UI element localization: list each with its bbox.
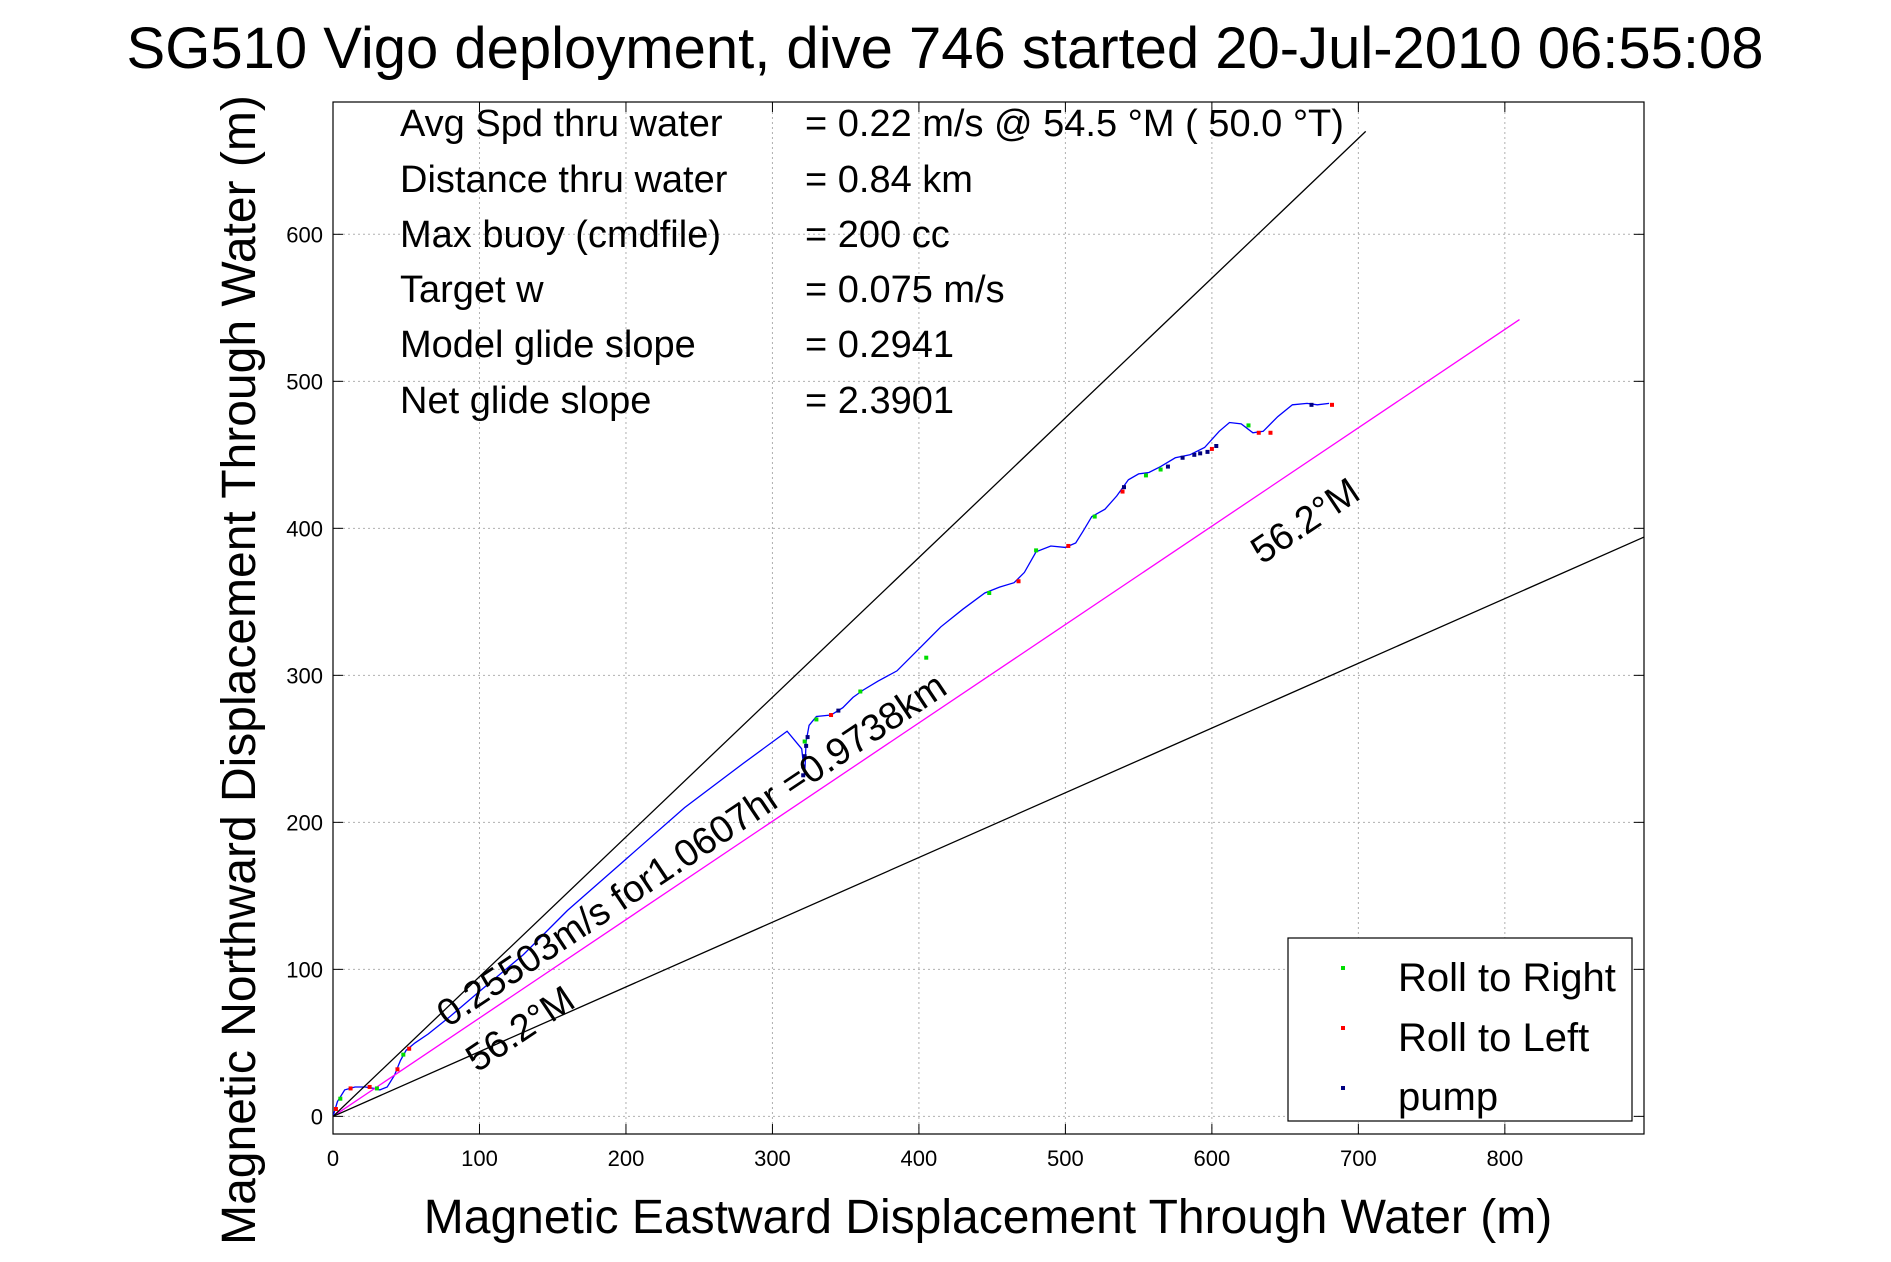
pump-point <box>805 735 810 740</box>
pump-point <box>1192 452 1197 457</box>
track-line <box>333 402 1330 1117</box>
x-tick-label: 100 <box>461 1146 498 1171</box>
lower-bound-line <box>333 536 1644 1117</box>
y-tick-label: 0 <box>311 1104 323 1129</box>
heading-label-upper: 56.2°M <box>1244 470 1368 572</box>
roll-right-point <box>858 689 863 694</box>
roll-right-point <box>338 1096 343 1101</box>
roll-left-point <box>1066 543 1071 548</box>
pump-point <box>836 708 841 713</box>
legend-marker-roll-right <box>1341 966 1345 970</box>
x-tick-label: 0 <box>327 1146 339 1171</box>
y-tick-label: 100 <box>286 957 323 982</box>
roll-right-point <box>814 717 819 722</box>
y-tick-label: 200 <box>286 810 323 835</box>
bearing-line <box>333 319 1520 1117</box>
roll-left-point <box>348 1086 353 1091</box>
plot-area <box>332 101 1645 1135</box>
roll-left-point <box>1016 579 1021 584</box>
pump-point <box>1214 444 1219 448</box>
roll-left-point <box>395 1067 400 1072</box>
info-value-avg-spd: = 0.22 m/s @ 54.5 °M ( 50.0 °T) <box>805 103 1344 145</box>
roll-left-point <box>407 1046 412 1051</box>
roll-right-point <box>802 739 807 744</box>
y-axis-label: Magnetic Northward Displacement Through … <box>213 95 266 1245</box>
legend-label-pump: pump <box>1398 1075 1498 1119</box>
y-tick-label: 400 <box>286 516 323 541</box>
pump-point <box>804 743 809 748</box>
x-tick-label: 300 <box>754 1146 791 1171</box>
roll-left-point <box>1329 402 1334 407</box>
legend-marker-roll-left <box>1341 1026 1345 1030</box>
legend-label-roll-right: Roll to Right <box>1398 956 1616 1000</box>
y-tick-label: 300 <box>286 663 323 688</box>
roll-right-point <box>1092 514 1097 519</box>
x-axis-label: Magnetic Eastward Displacement Through W… <box>424 1191 1552 1244</box>
legend: Roll to Right Roll to Left pump <box>1287 937 1633 1122</box>
roll-right-point <box>1143 473 1148 478</box>
info-value-distance: = 0.84 km <box>805 159 973 201</box>
x-tick-label: 600 <box>1194 1146 1231 1171</box>
roll-left-point <box>829 713 834 718</box>
info-label-max-buoy: Max buoy (cmdfile) <box>400 214 721 256</box>
roll-right-point <box>924 655 929 660</box>
info-value-model-glide: = 0.2941 <box>805 324 954 366</box>
roll-right-point <box>987 591 992 596</box>
legend-label-roll-left: Roll to Left <box>1398 1016 1589 1060</box>
roll-right-point <box>1158 467 1163 472</box>
info-label-target-w: Target w <box>400 269 544 311</box>
info-label-avg-spd: Avg Spd thru water <box>400 103 723 145</box>
x-tick-label: 800 <box>1486 1146 1523 1171</box>
x-axis: 0 100 200 300 400 500 600 700 800 <box>327 102 1523 1171</box>
pump-point <box>1180 455 1185 460</box>
y-tick-label: 500 <box>286 369 323 394</box>
y-tick-label: 600 <box>286 222 323 247</box>
roll-right-point <box>1034 548 1039 553</box>
info-value-net-glide: = 2.3901 <box>805 380 954 422</box>
roll-left-point <box>1268 430 1273 435</box>
roll-right-point <box>1246 423 1251 428</box>
pump-point <box>1198 451 1203 456</box>
legend-marker-pump <box>1341 1086 1345 1090</box>
roll-left-point <box>1209 446 1214 451</box>
pump-point <box>802 754 807 759</box>
x-tick-label: 200 <box>608 1146 645 1171</box>
series-group <box>333 130 1644 1117</box>
pump-point <box>1121 485 1126 490</box>
pump-point <box>1165 464 1170 469</box>
roll-right-point <box>401 1052 406 1057</box>
info-label-net-glide: Net glide slope <box>400 380 651 422</box>
chart-title: SG510 Vigo deployment, dive 746 started … <box>127 16 1764 81</box>
track-label: 0.25503m/s for1.0607hr =0.9738km <box>430 665 955 1035</box>
info-panel: Avg Spd thru water = 0.22 m/s @ 54.5 °M … <box>400 103 1344 422</box>
info-value-target-w: = 0.075 m/s <box>805 269 1005 311</box>
y-axis: 0 100 200 300 400 500 600 <box>286 222 1644 1129</box>
info-label-model-glide: Model glide slope <box>400 324 696 366</box>
roll-left-point <box>333 1107 338 1112</box>
pump-point <box>801 773 806 778</box>
grid <box>333 102 1644 1134</box>
x-tick-label: 500 <box>1047 1146 1084 1171</box>
roll-left-point <box>1256 430 1261 435</box>
upper-bound-line <box>333 130 1367 1117</box>
x-tick-label: 400 <box>901 1146 938 1171</box>
x-tick-label: 700 <box>1340 1146 1377 1171</box>
markers-group <box>333 402 1334 1112</box>
roll-left-point <box>1120 489 1125 494</box>
roll-right-point <box>374 1086 379 1091</box>
pump-point <box>1205 449 1210 454</box>
pump-point <box>1309 402 1314 407</box>
info-value-max-buoy: = 200 cc <box>805 214 950 256</box>
roll-left-point <box>367 1084 372 1089</box>
info-label-distance: Distance thru water <box>400 159 728 201</box>
legend-box <box>1287 937 1633 1122</box>
pump-point <box>801 764 806 769</box>
